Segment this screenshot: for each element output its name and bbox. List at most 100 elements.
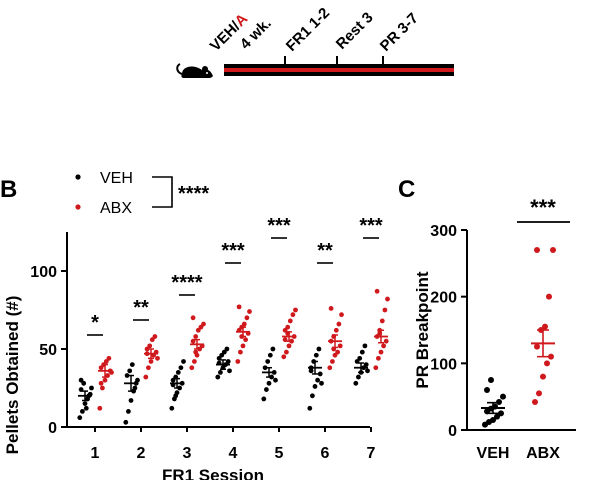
data-point-veh — [173, 393, 179, 399]
data-point-abx — [100, 385, 105, 391]
data-point-veh — [83, 405, 89, 411]
data-point-veh — [490, 417, 496, 423]
significance-label: *** — [359, 215, 383, 237]
data-point-veh — [270, 346, 276, 352]
data-point-veh — [308, 368, 314, 374]
timeline-bar-bottom — [224, 72, 454, 76]
legend-label-veh: VEH — [100, 170, 133, 187]
data-point-veh — [363, 362, 369, 367]
timeline-label-fr1: FR1 1-2 — [283, 4, 333, 54]
data-point-veh — [178, 365, 184, 371]
data-point-veh — [261, 396, 267, 402]
data-point-abx — [193, 349, 199, 355]
data-point-abx — [285, 324, 291, 330]
data-point-abx — [381, 343, 386, 349]
data-point-veh — [315, 377, 320, 383]
data-point-veh — [359, 349, 365, 355]
y-axis-label-b: Pellets Obtained (#) — [3, 296, 22, 455]
data-point-veh — [128, 398, 134, 403]
data-point-veh — [264, 387, 269, 392]
data-point-abx — [152, 334, 158, 339]
data-point-abx — [236, 304, 242, 310]
data-point-veh — [488, 377, 494, 383]
data-point-abx — [155, 355, 160, 361]
data-point-abx — [532, 399, 538, 405]
data-point-abx — [98, 380, 104, 386]
data-point-abx — [286, 343, 292, 349]
data-point-abx — [534, 343, 540, 350]
data-point-abx — [383, 338, 389, 344]
x-tick-label-b: 7 — [367, 445, 376, 462]
data-point-veh — [135, 377, 140, 383]
data-point-abx — [106, 355, 112, 361]
data-point-abx — [244, 315, 250, 321]
data-point-abx — [148, 359, 154, 364]
data-point-abx — [97, 405, 103, 411]
data-point-veh — [77, 415, 83, 421]
y-axis-label-c: PR Breakpoint — [413, 271, 432, 388]
data-point-veh — [498, 410, 504, 417]
data-point-abx — [293, 307, 298, 313]
panel-b: B VEH ABX **** Pellets Obtained (#) FR1 … — [0, 170, 390, 480]
data-point-abx — [328, 306, 334, 311]
timeline-bar-middle — [224, 68, 454, 72]
data-point-veh — [273, 377, 278, 383]
data-point-abx — [337, 343, 343, 349]
data-point-abx — [534, 247, 540, 253]
data-point-veh — [215, 374, 221, 380]
significance-label: ** — [317, 240, 333, 262]
data-point-abx — [201, 321, 206, 327]
data-point-veh — [127, 368, 133, 374]
data-point-abx — [339, 312, 344, 318]
data-point-abx — [247, 309, 252, 314]
data-point-abx — [281, 354, 287, 360]
data-point-veh — [494, 413, 500, 420]
significance-label: **** — [171, 272, 202, 294]
data-point-abx — [241, 321, 247, 327]
data-point-veh — [353, 380, 359, 386]
panel-c: C PR Breakpoint 0 100 200 300 VEH ABX *** — [398, 176, 576, 462]
data-point-veh — [313, 352, 319, 358]
data-point-veh — [484, 387, 490, 393]
data-point-veh — [267, 352, 273, 358]
data-point-abx — [235, 359, 241, 364]
data-point-abx — [544, 360, 550, 367]
legend-marker-abx — [75, 204, 81, 210]
data-point-veh — [316, 346, 322, 352]
x-tick-label-b: 1 — [91, 445, 100, 462]
significance-label: *** — [221, 240, 245, 262]
data-point-abx — [190, 315, 196, 321]
data-point-abx — [540, 373, 546, 380]
data-point-abx — [374, 288, 380, 294]
data-point-veh — [89, 385, 94, 391]
significance-label: *** — [530, 195, 556, 220]
data-point-abx — [327, 365, 333, 371]
data-point-abx — [143, 374, 149, 380]
data-point-abx — [333, 327, 339, 333]
data-point-veh — [123, 419, 129, 425]
data-point-abx — [382, 307, 388, 313]
panel-c-plot: 0 100 200 300 VEH ABX *** — [430, 195, 576, 462]
data-point-veh — [218, 370, 223, 375]
data-point-abx — [330, 359, 335, 364]
data-point-veh — [357, 355, 363, 361]
data-point-veh — [317, 371, 323, 377]
data-point-veh — [129, 362, 135, 367]
y-tick-label-c: 0 — [448, 423, 457, 440]
data-point-veh — [175, 370, 181, 375]
data-point-abx — [240, 343, 246, 349]
data-point-veh — [227, 368, 232, 374]
timeline-bar-top — [224, 64, 454, 68]
mouse-icon — [176, 63, 213, 78]
legend-bracket — [152, 176, 173, 208]
significance-label: ** — [133, 297, 149, 319]
data-point-abx — [238, 349, 243, 355]
data-point-veh — [365, 368, 370, 374]
data-point-veh — [307, 405, 313, 411]
y-tick-label-c: 200 — [430, 290, 457, 307]
data-point-abx — [146, 365, 151, 371]
data-point-veh — [312, 384, 318, 389]
data-point-veh — [224, 346, 230, 352]
